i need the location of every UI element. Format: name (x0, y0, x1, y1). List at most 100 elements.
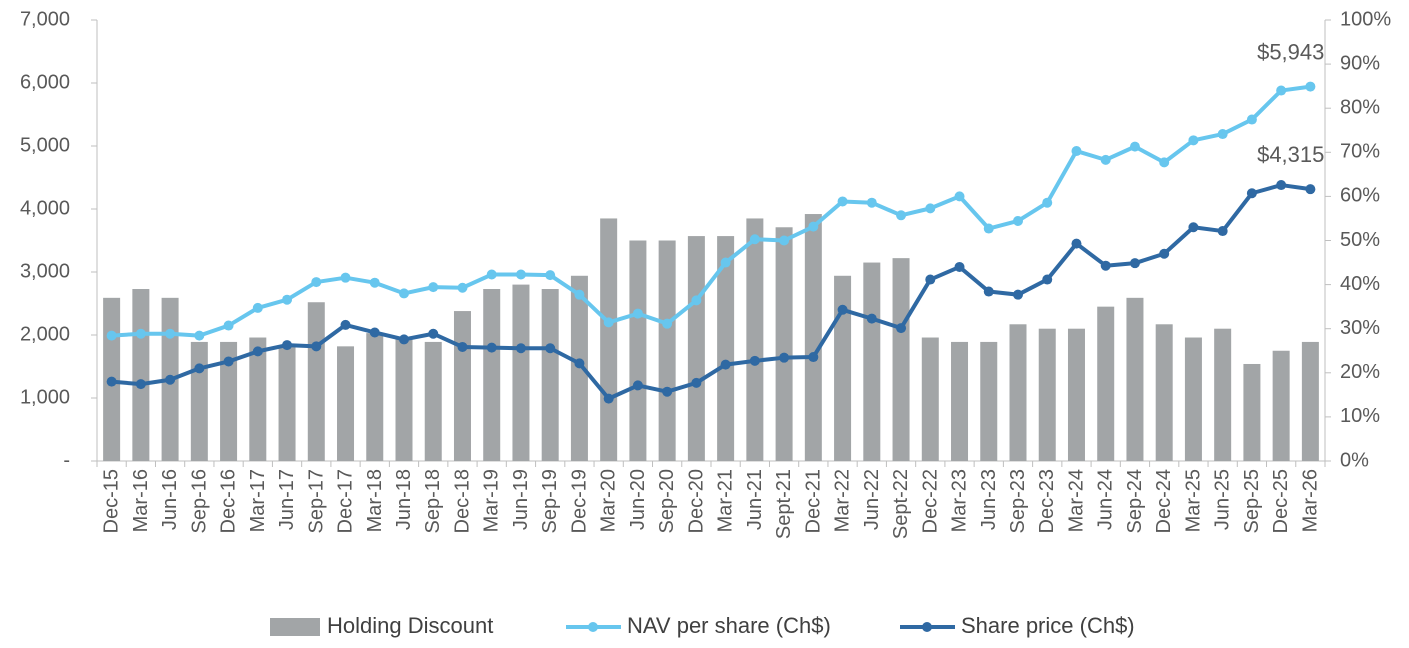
marker (720, 359, 731, 370)
marker (1276, 85, 1287, 96)
bar (1097, 306, 1115, 461)
x-tick-label: Dec-18 (451, 469, 473, 533)
x-tick-label: Jun-22 (861, 469, 883, 530)
marker (632, 308, 643, 319)
x-tick-label: Jun-25 (1212, 469, 1234, 530)
x-tick-label: Sept-21 (773, 469, 795, 539)
bar (1272, 350, 1290, 461)
marker (1013, 215, 1023, 226)
y2-tick-label: 70% (1340, 141, 1380, 163)
x-tick-label: Dec-15 (101, 469, 123, 533)
marker (282, 340, 293, 351)
y2-tick-label: 0% (1340, 449, 1369, 471)
x-tick-label: Jun-23 (978, 469, 1000, 530)
marker (457, 282, 468, 293)
x-tick-label: Sep-23 (1007, 469, 1029, 534)
marker (194, 363, 205, 374)
marker (428, 282, 439, 293)
bar (1009, 324, 1027, 461)
x-tick-label: Mar-17 (247, 469, 269, 532)
bar (1243, 363, 1261, 461)
legend-marker (588, 622, 598, 632)
x-tick-label: Jun-19 (510, 469, 532, 530)
marker (808, 352, 819, 363)
bar (600, 218, 618, 461)
legend-swatch (270, 618, 320, 636)
marker (691, 295, 702, 306)
marker (749, 234, 760, 245)
marker (925, 203, 936, 214)
x-tick-label: Jun-16 (159, 469, 181, 530)
marker (1276, 180, 1287, 191)
marker (896, 210, 907, 221)
marker (106, 376, 117, 387)
marker (486, 269, 497, 280)
marker (632, 380, 643, 391)
x-tick-label: Sep-19 (539, 469, 561, 534)
x-tick-label: Mar-23 (949, 469, 971, 532)
marker (135, 379, 146, 390)
bar (1184, 337, 1202, 461)
legend-marker (922, 622, 932, 632)
bar (395, 337, 413, 461)
bar (834, 275, 852, 461)
marker (223, 320, 234, 331)
bar (863, 262, 881, 461)
y2-tick-label: 60% (1340, 185, 1380, 207)
marker (1305, 184, 1316, 195)
x-tick-label: Sep-17 (305, 469, 327, 534)
marker (457, 341, 468, 352)
y2-tick-label: 50% (1340, 229, 1380, 251)
marker (1129, 258, 1140, 269)
y-tick-label: 2,000 (20, 323, 70, 345)
y2-tick-label: 10% (1340, 405, 1380, 427)
bar (190, 341, 208, 461)
marker (866, 313, 877, 324)
x-tick-label: Dec-21 (802, 469, 824, 533)
marker (983, 286, 994, 297)
marker (1188, 222, 1199, 233)
legend-label: Holding Discount (327, 613, 493, 638)
x-tick-label: Mar-19 (481, 469, 503, 532)
marker (486, 342, 497, 353)
marker (311, 277, 322, 288)
marker (369, 327, 380, 338)
x-tick-label: Mar-24 (1065, 469, 1087, 532)
x-tick-label: Mar-25 (1182, 469, 1204, 532)
marker (1305, 81, 1316, 92)
y-tick-label: 6,000 (20, 71, 70, 93)
x-tick-label: Sept-22 (890, 469, 912, 539)
y-tick-label: 3,000 (20, 260, 70, 282)
marker (837, 304, 848, 315)
bar (541, 289, 559, 461)
bar (337, 346, 355, 461)
x-tick-label: Dec-22 (919, 469, 941, 533)
bar (980, 341, 998, 461)
bar (512, 284, 530, 461)
marker (954, 191, 965, 202)
marker (252, 346, 263, 357)
marker (165, 374, 176, 385)
marker (1013, 289, 1023, 300)
marker (779, 235, 790, 246)
marker (866, 197, 877, 208)
marker (545, 343, 556, 354)
bar (804, 214, 822, 461)
marker (106, 330, 117, 341)
marker (1246, 114, 1257, 125)
x-tick-label: Dec-17 (335, 469, 357, 533)
marker (311, 341, 322, 352)
bar (951, 341, 969, 461)
bar (629, 240, 647, 461)
bar (366, 333, 384, 461)
bar (453, 311, 471, 461)
y2-tick-label: 80% (1340, 96, 1380, 118)
value-label: $4,315 (1257, 142, 1324, 167)
marker (165, 328, 176, 339)
bar (717, 236, 735, 461)
marker (340, 272, 351, 283)
bar (687, 236, 705, 461)
x-tick-label: Dec-25 (1270, 469, 1292, 533)
x-tick-label: Mar-26 (1299, 469, 1321, 532)
bar (570, 275, 588, 461)
